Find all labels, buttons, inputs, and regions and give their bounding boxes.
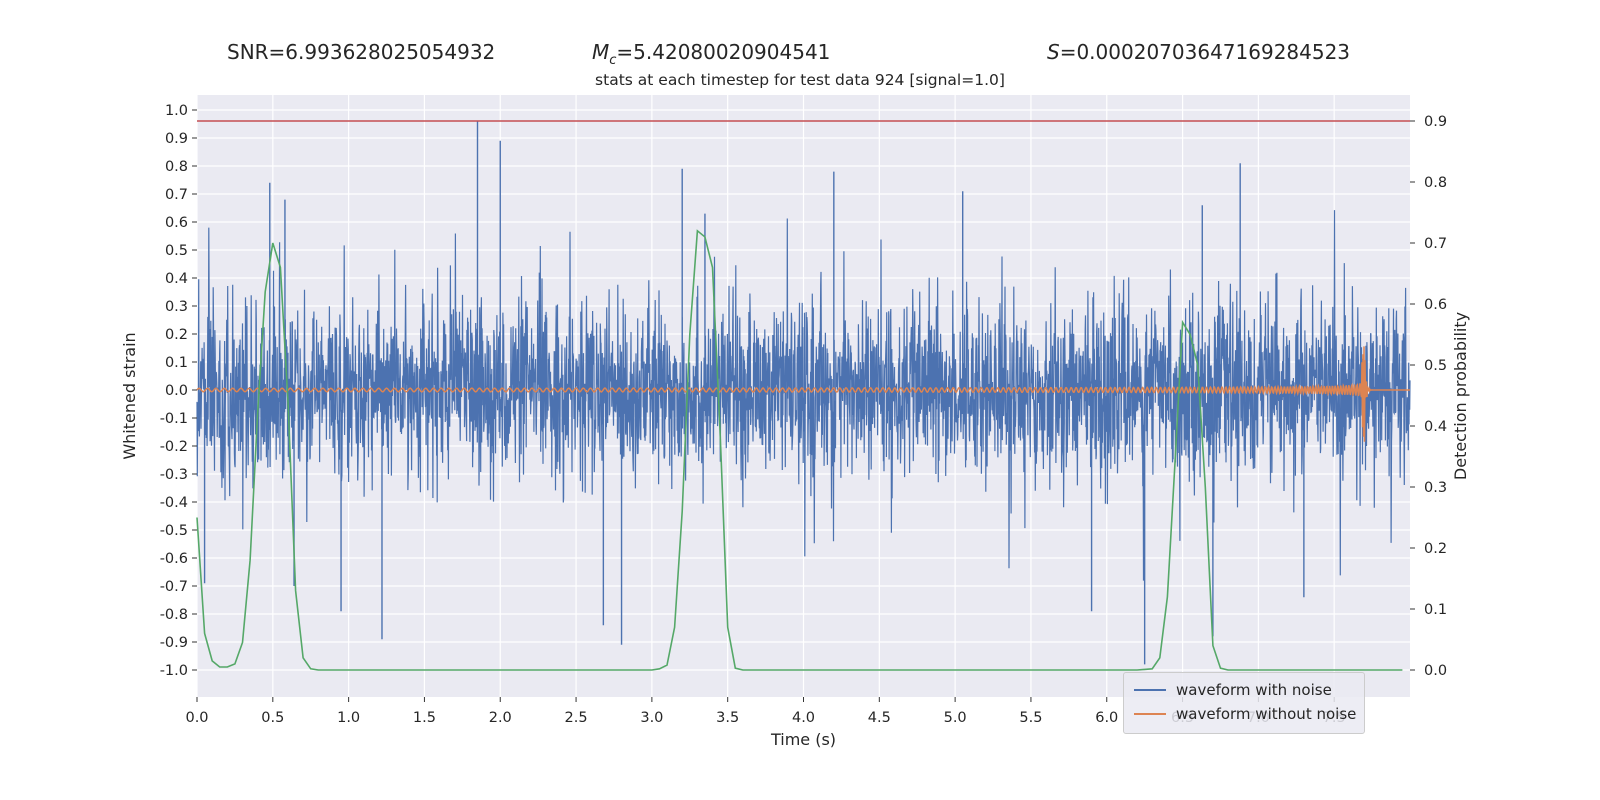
y-tick-label: -0.3 [160,467,188,483]
legend-label-noise: waveform with noise [1176,681,1332,699]
y2-tick-label: 0.1 [1424,602,1447,618]
y2-tick-label: 0.2 [1424,541,1447,557]
chart-title: stats at each timestep for test data 924… [595,71,1005,89]
y2-tick-label: 0.7 [1424,236,1447,252]
y2-tick-label: 0.5 [1424,358,1447,374]
x-tick-label: 1.0 [337,710,360,726]
legend-swatch-noise [1134,689,1166,691]
y-tick-label: -0.1 [160,411,188,427]
y-tick-label: -0.4 [160,495,188,511]
y-tick-label: 0.9 [165,131,188,147]
x-tick-label: 5.5 [1019,710,1042,726]
y-tick-label: -0.6 [160,551,188,567]
series-waveform-without-noise [196,346,1410,442]
y-tick-label: 0.4 [165,271,188,287]
y2-tick-label: 0.8 [1424,175,1447,191]
y-tick-label: -0.5 [160,523,188,539]
y-tick-label: -0.7 [160,579,188,595]
chirp-mass-symbol: M [592,40,610,64]
y2-axis-label: Detection probability [1451,312,1470,480]
y-tick-label: -0.2 [160,439,188,455]
y-tick-label: 0.7 [165,187,188,203]
y-tick-label: -0.9 [160,635,188,651]
series-detection-probability [196,229,1403,671]
series-waveform-with-noise [196,210,1411,581]
snr-label: SNR=6.993628025054932 [227,40,496,64]
x-tick-label: 0.5 [261,710,284,726]
y-tick-label: 0.6 [165,215,188,231]
y-axis-label: Whitened strain [120,332,139,459]
chirp-mass-label: Mc=5.42080020904541 [592,40,830,68]
legend-item-noise: waveform with noise [1134,680,1332,700]
y-tick-label: 0.0 [165,383,188,399]
y-tick-label: -0.8 [160,607,188,623]
x-axis-label: Time (s) [770,730,836,749]
legend-item-clean: waveform without noise [1134,704,1356,724]
x-tick-label: 4.0 [792,710,815,726]
x-tick-label: 6.0 [1095,710,1118,726]
y-tick-label: 0.1 [165,355,188,371]
y2-tick-label: 0.9 [1424,114,1447,130]
legend-label-clean: waveform without noise [1176,705,1357,723]
y-tick-label: 0.5 [165,243,188,259]
x-tick-label: 0.0 [185,710,208,726]
s-stat-label: S=0.00020703647169284523 [1047,40,1350,64]
y2-tick-label: 0.0 [1424,663,1447,679]
y-tick-label: 0.3 [165,299,188,315]
x-tick-label: 5.0 [944,710,967,726]
y2-tick-label: 0.3 [1424,480,1447,496]
x-tick-label: 4.5 [868,710,891,726]
x-tick-label: 3.5 [716,710,739,726]
legend-swatch-clean [1134,713,1166,715]
chirp-mass-subscript: c [609,53,617,68]
y-tick-label: 0.8 [165,159,188,175]
y-tick-label: 0.2 [165,327,188,343]
y-tick-label: 1.0 [165,103,188,119]
x-tick-label: 3.0 [640,710,663,726]
s-stat-symbol: S [1047,40,1060,64]
x-tick-label: 2.5 [565,710,588,726]
y2-tick-label: 0.4 [1424,419,1447,435]
x-tick-label: 1.5 [413,710,436,726]
y2-tick-label: 0.6 [1424,297,1447,313]
x-tick-label: 2.0 [489,710,512,726]
legend: waveform with noise waveform without noi… [1123,672,1365,734]
chirp-mass-value: =5.42080020904541 [616,40,831,64]
s-stat-value: =0.00020703647169284523 [1059,40,1351,64]
y-tick-label: -1.0 [160,663,188,679]
